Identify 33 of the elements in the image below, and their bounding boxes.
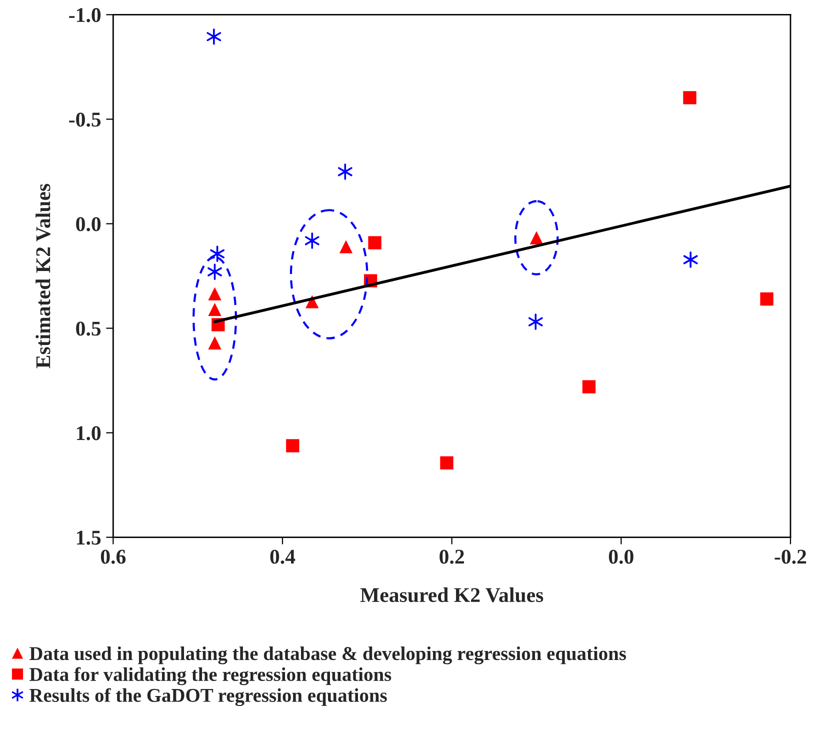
x-tick-label: 0.2	[440, 550, 464, 564]
y-tick-label: 0.5	[76, 322, 101, 336]
point	[440, 456, 454, 470]
point	[208, 287, 222, 300]
point	[338, 163, 352, 180]
point	[286, 439, 300, 452]
y-axis-title: Estimated K2 Values	[36, 184, 50, 368]
x-axis-title: Measured K2 Values	[360, 587, 544, 602]
point	[208, 336, 222, 350]
point	[304, 232, 320, 249]
point	[206, 28, 222, 45]
x-tick-label: 0.6	[100, 550, 126, 564]
x-tick-label: 0.0	[608, 550, 634, 564]
y-tick-label: 1.0	[76, 426, 101, 440]
y-tick-label: -1.0	[69, 8, 101, 22]
point	[582, 380, 596, 394]
point	[760, 292, 774, 306]
legend-label: Data used in populating the database & developing regression equations	[30, 646, 626, 664]
point	[339, 240, 353, 254]
y-tick-label: -0.5	[69, 112, 101, 127]
legend-label: Data for validating the regression equations	[30, 667, 392, 686]
y-tick-label: 0.0	[76, 217, 101, 232]
point	[528, 314, 543, 330]
point	[208, 264, 222, 280]
x-tick-label: -0.2	[774, 550, 806, 564]
point	[683, 91, 696, 104]
x-tick-label: 0.4	[270, 550, 296, 564]
point	[208, 302, 222, 316]
point	[530, 231, 544, 244]
y-tick-label: 1.5	[76, 530, 101, 545]
legend-label: Results of the GaDOT regression equations	[30, 688, 387, 706]
point	[683, 251, 698, 268]
point	[368, 236, 382, 250]
